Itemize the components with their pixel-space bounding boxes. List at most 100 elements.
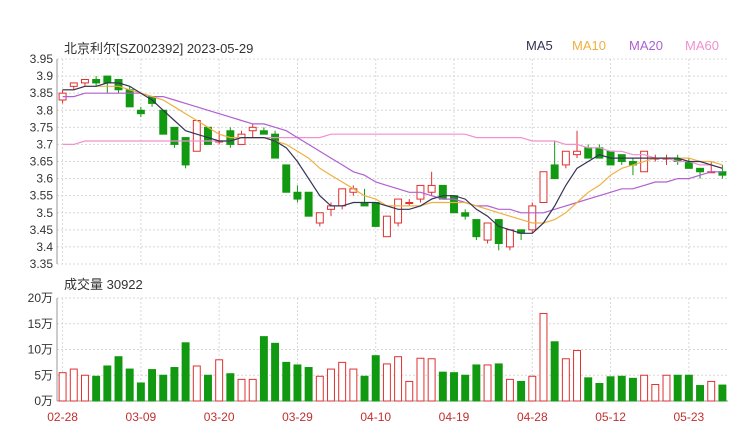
candle-body-up: [69, 82, 78, 87]
candle-body-down: [550, 164, 559, 180]
candle-body-down: [282, 164, 291, 193]
volume-bar-up: [427, 358, 436, 402]
legend-ma5: MA5: [526, 38, 553, 53]
candle-body-down: [293, 191, 302, 200]
volume-bar-down: [304, 367, 313, 402]
volume-bar-down: [282, 361, 291, 402]
date-tick-label: 05-12: [595, 410, 626, 424]
candle-body-down: [259, 130, 268, 135]
candle-body-down: [136, 109, 145, 115]
price-tick-label: 3.8: [36, 103, 53, 117]
volume-bar-down: [472, 364, 481, 402]
candle-body-down: [584, 147, 593, 159]
volume-bar-down: [684, 374, 693, 402]
volume-bar-up: [394, 356, 403, 402]
price-tick-label: 3.95: [30, 52, 54, 66]
volume-bar-down: [718, 384, 727, 402]
legend-ma10: MA10: [572, 38, 606, 53]
candle-body-down: [125, 89, 134, 108]
volume-tick-label: 20万: [28, 291, 53, 305]
volume-bar-up: [192, 365, 201, 402]
price-tick-label: 3.65: [30, 155, 54, 169]
price-tick-label: 3.85: [30, 86, 54, 100]
legend-ma20: MA20: [629, 38, 663, 53]
volume-bar-down: [628, 377, 637, 402]
volume-bar-up: [382, 363, 391, 402]
date-tick-label: 02-28: [47, 410, 78, 424]
volume-bar-down: [617, 375, 626, 402]
volume-bar-up: [248, 378, 257, 402]
candle-body-up: [573, 150, 581, 156]
volume-bar-down: [584, 377, 593, 402]
volume-bar-down: [517, 380, 526, 402]
volume-bar-down: [438, 371, 447, 402]
ma5-line: [62, 82, 723, 234]
candle-body-up: [338, 188, 347, 207]
candle-body-down: [103, 75, 112, 84]
candle-body-down: [371, 202, 380, 227]
candle-body-up: [248, 126, 257, 132]
candle-body-up: [561, 150, 570, 166]
chart-title: 北京利尔[SZ002392] 2023-05-29: [64, 41, 254, 56]
volume-bar-up: [707, 380, 716, 402]
price-tick-label: 3.55: [30, 189, 54, 203]
ma10-line: [62, 85, 723, 224]
volume-bar-down: [181, 342, 190, 402]
volume-bar-down: [550, 341, 559, 402]
legend-ma60: MA60: [685, 38, 719, 53]
volume-bar-up: [640, 374, 649, 402]
date-tick-label: 03-29: [282, 410, 313, 424]
volume-bar-up: [416, 357, 425, 402]
volume-bar-up: [539, 312, 548, 402]
volume-tick-label: 10万: [28, 343, 53, 357]
volume-bar-down: [271, 342, 280, 402]
volume-bar-down: [204, 374, 212, 402]
volume-bar-down: [159, 374, 168, 402]
volume-bar-up: [573, 350, 581, 402]
candle-body-up: [539, 171, 548, 203]
volume-bar-down: [696, 385, 705, 402]
volume-bar-up: [405, 380, 414, 402]
volume-bar-down: [148, 369, 157, 402]
volume-bar-down: [360, 375, 369, 402]
volume-bar-up: [651, 384, 660, 402]
candle-body-down: [181, 137, 190, 166]
price-tick-label: 3.45: [30, 223, 54, 237]
date-tick-label: 04-28: [517, 410, 548, 424]
volume-bar-down: [461, 374, 470, 402]
volume-tick-label: 5万: [34, 368, 53, 382]
volume-bar-up: [69, 368, 78, 402]
candle-body-down: [696, 167, 705, 173]
volume-bar-down: [103, 365, 112, 402]
candle-body-down: [472, 219, 481, 238]
date-tick-label: 03-09: [126, 410, 157, 424]
price-tick-label: 3.9: [36, 69, 53, 83]
volume-bar-down: [259, 336, 268, 402]
volume-bar-up: [237, 378, 246, 402]
candle-body-down: [114, 79, 123, 91]
volume-bar-up: [505, 378, 514, 402]
price-tick-label: 3.5: [36, 206, 53, 220]
candle-body-down: [450, 195, 458, 214]
volume-bar-up: [662, 374, 671, 402]
candle-body-up: [382, 215, 391, 238]
candle-body-down: [271, 133, 280, 159]
volume-tick-label: 0万: [34, 394, 53, 408]
volume-bar-down: [114, 356, 123, 402]
volume-bar-up: [327, 368, 335, 402]
volume-title: 成交量 30922: [64, 277, 143, 292]
volume-bar-up: [215, 359, 224, 402]
candle-body-up: [405, 202, 414, 204]
price-tick-label: 3.75: [30, 120, 54, 134]
candle-body-up: [237, 133, 246, 145]
volume-bar-down: [494, 363, 503, 402]
volume-bar-up: [315, 375, 324, 402]
price-tick-label: 3.6: [36, 172, 53, 186]
volume-bar-up: [528, 375, 537, 402]
volume-bar-up: [349, 368, 358, 402]
candle-body-down: [204, 126, 212, 145]
volume-bar-up: [58, 372, 67, 402]
price-tick-label: 3.35: [30, 257, 54, 271]
